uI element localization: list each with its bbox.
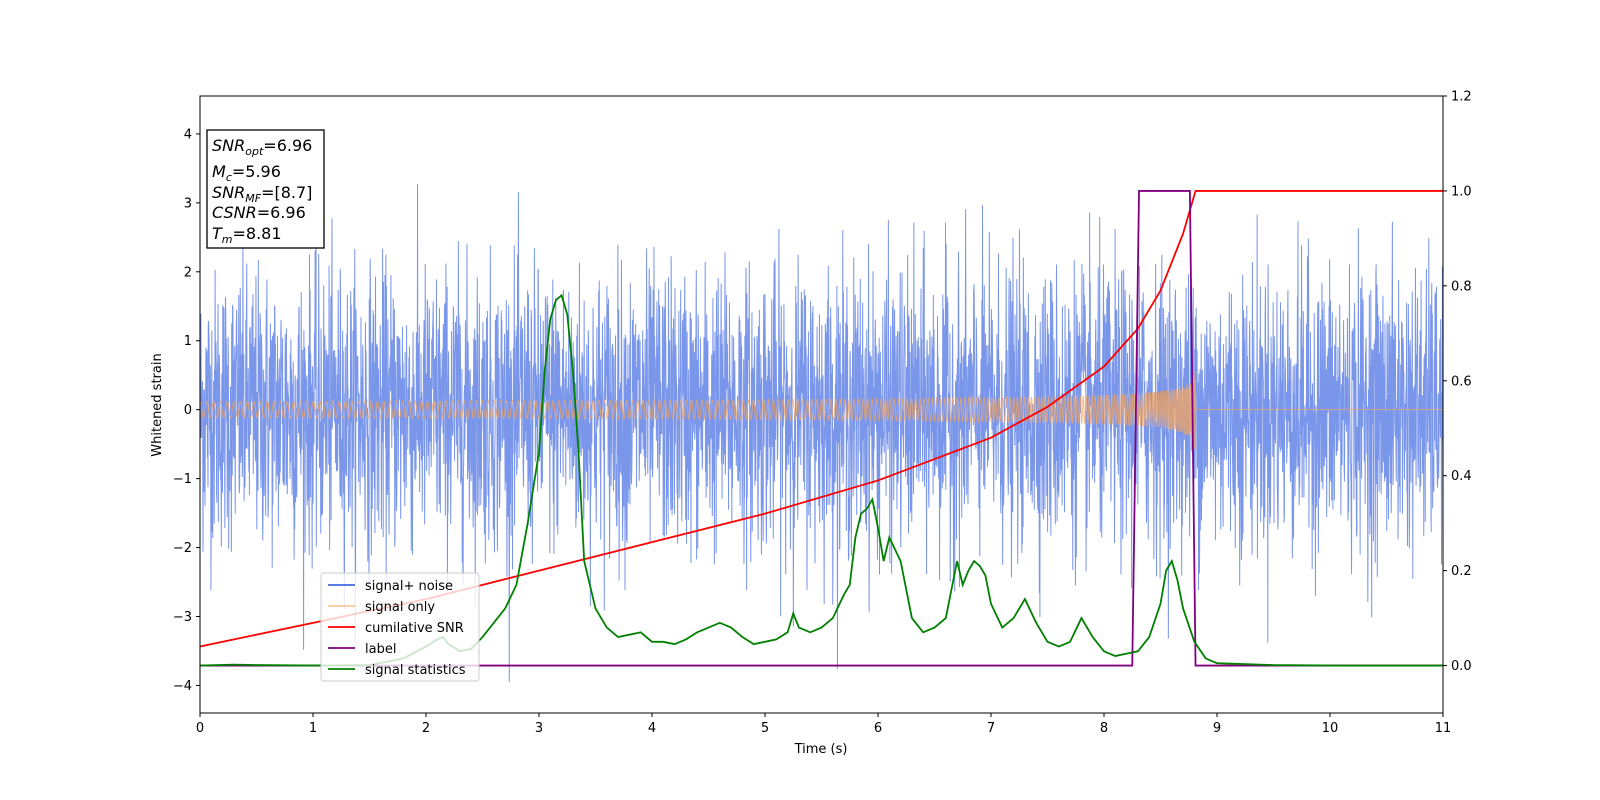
series-signal-statistics-line [199, 293, 1443, 667]
y-tick-label: 1 [184, 334, 192, 349]
y2-tick-label: 0.0 [1451, 659, 1472, 674]
y2-tick-label: 0.4 [1451, 469, 1472, 484]
y-tick-label: −4 [173, 679, 192, 694]
y-tick-label: 4 [184, 127, 192, 142]
legend: signal+ noise signal only cumilative SNR… [320, 572, 480, 682]
x-tick-label: 10 [1322, 721, 1339, 736]
y-tick-label: −2 [173, 541, 192, 556]
series-label-line [200, 190, 1443, 667]
legend-label-signal-plus-noise: signal+ noise [365, 579, 453, 594]
x-axis-label: Time (s) [794, 742, 848, 757]
y2-tick-label: 0.2 [1451, 564, 1472, 579]
legend-label-signal-statistics: signal statistics [365, 663, 466, 678]
info-mc: Mc=5.96 [212, 162, 281, 184]
x-tick-label: 6 [874, 721, 882, 736]
info-box: SNRopt=6.96 Mc=5.96 SNRMF=[8.7] CSNR=6.9… [206, 129, 325, 249]
x-tick-label: 8 [1100, 721, 1108, 736]
series-signal-only-line [199, 371, 1443, 450]
x-tick-label: 11 [1435, 721, 1452, 736]
info-snr-opt: SNRopt=6.96 [212, 136, 312, 158]
legend-label-label: label [365, 642, 396, 657]
y-tick-label: 3 [184, 196, 192, 211]
info-tm: Tm=8.81 [212, 224, 282, 246]
y-axis-ticks: −4 −3 −2 −1 0 1 2 3 4 [173, 127, 200, 694]
y2-tick-label: 1.2 [1451, 90, 1472, 105]
info-snr-mf: SNRMF=[8.7] [212, 183, 312, 205]
x-tick-label: 1 [309, 721, 317, 736]
x-tick-label: 3 [535, 721, 543, 736]
y-tick-label: −1 [173, 472, 192, 487]
x-tick-label: 5 [761, 721, 769, 736]
y-axis-label: Whitened strain [150, 353, 165, 456]
x-axis-ticks: 0 1 2 3 4 5 6 7 8 9 10 11 [196, 713, 1451, 736]
series-signal-plus-noise [199, 183, 1444, 682]
series-signal-only [199, 371, 1443, 450]
series-signal-plus-noise-line [199, 183, 1444, 682]
legend-label-cumilative-snr: cumilative SNR [365, 621, 464, 636]
legend-label-signal-only: signal only [365, 600, 435, 615]
y-tick-label: 2 [184, 265, 192, 280]
x-tick-label: 9 [1213, 721, 1221, 736]
y2-tick-label: 0.6 [1451, 374, 1472, 389]
y2-axis-ticks: 0.0 0.2 0.4 0.6 0.8 1.0 1.2 [1443, 90, 1472, 674]
y2-tick-label: 0.8 [1451, 279, 1472, 294]
x-tick-label: 2 [422, 721, 430, 736]
x-tick-label: 4 [648, 721, 656, 736]
x-tick-label: 0 [196, 721, 204, 736]
y-tick-label: −3 [173, 610, 192, 625]
x-tick-label: 7 [987, 721, 995, 736]
plot-frame [199, 95, 1444, 714]
y2-tick-label: 1.0 [1451, 184, 1472, 199]
info-csnr: CSNR=6.96 [212, 203, 306, 222]
y-tick-label: 0 [184, 403, 192, 418]
